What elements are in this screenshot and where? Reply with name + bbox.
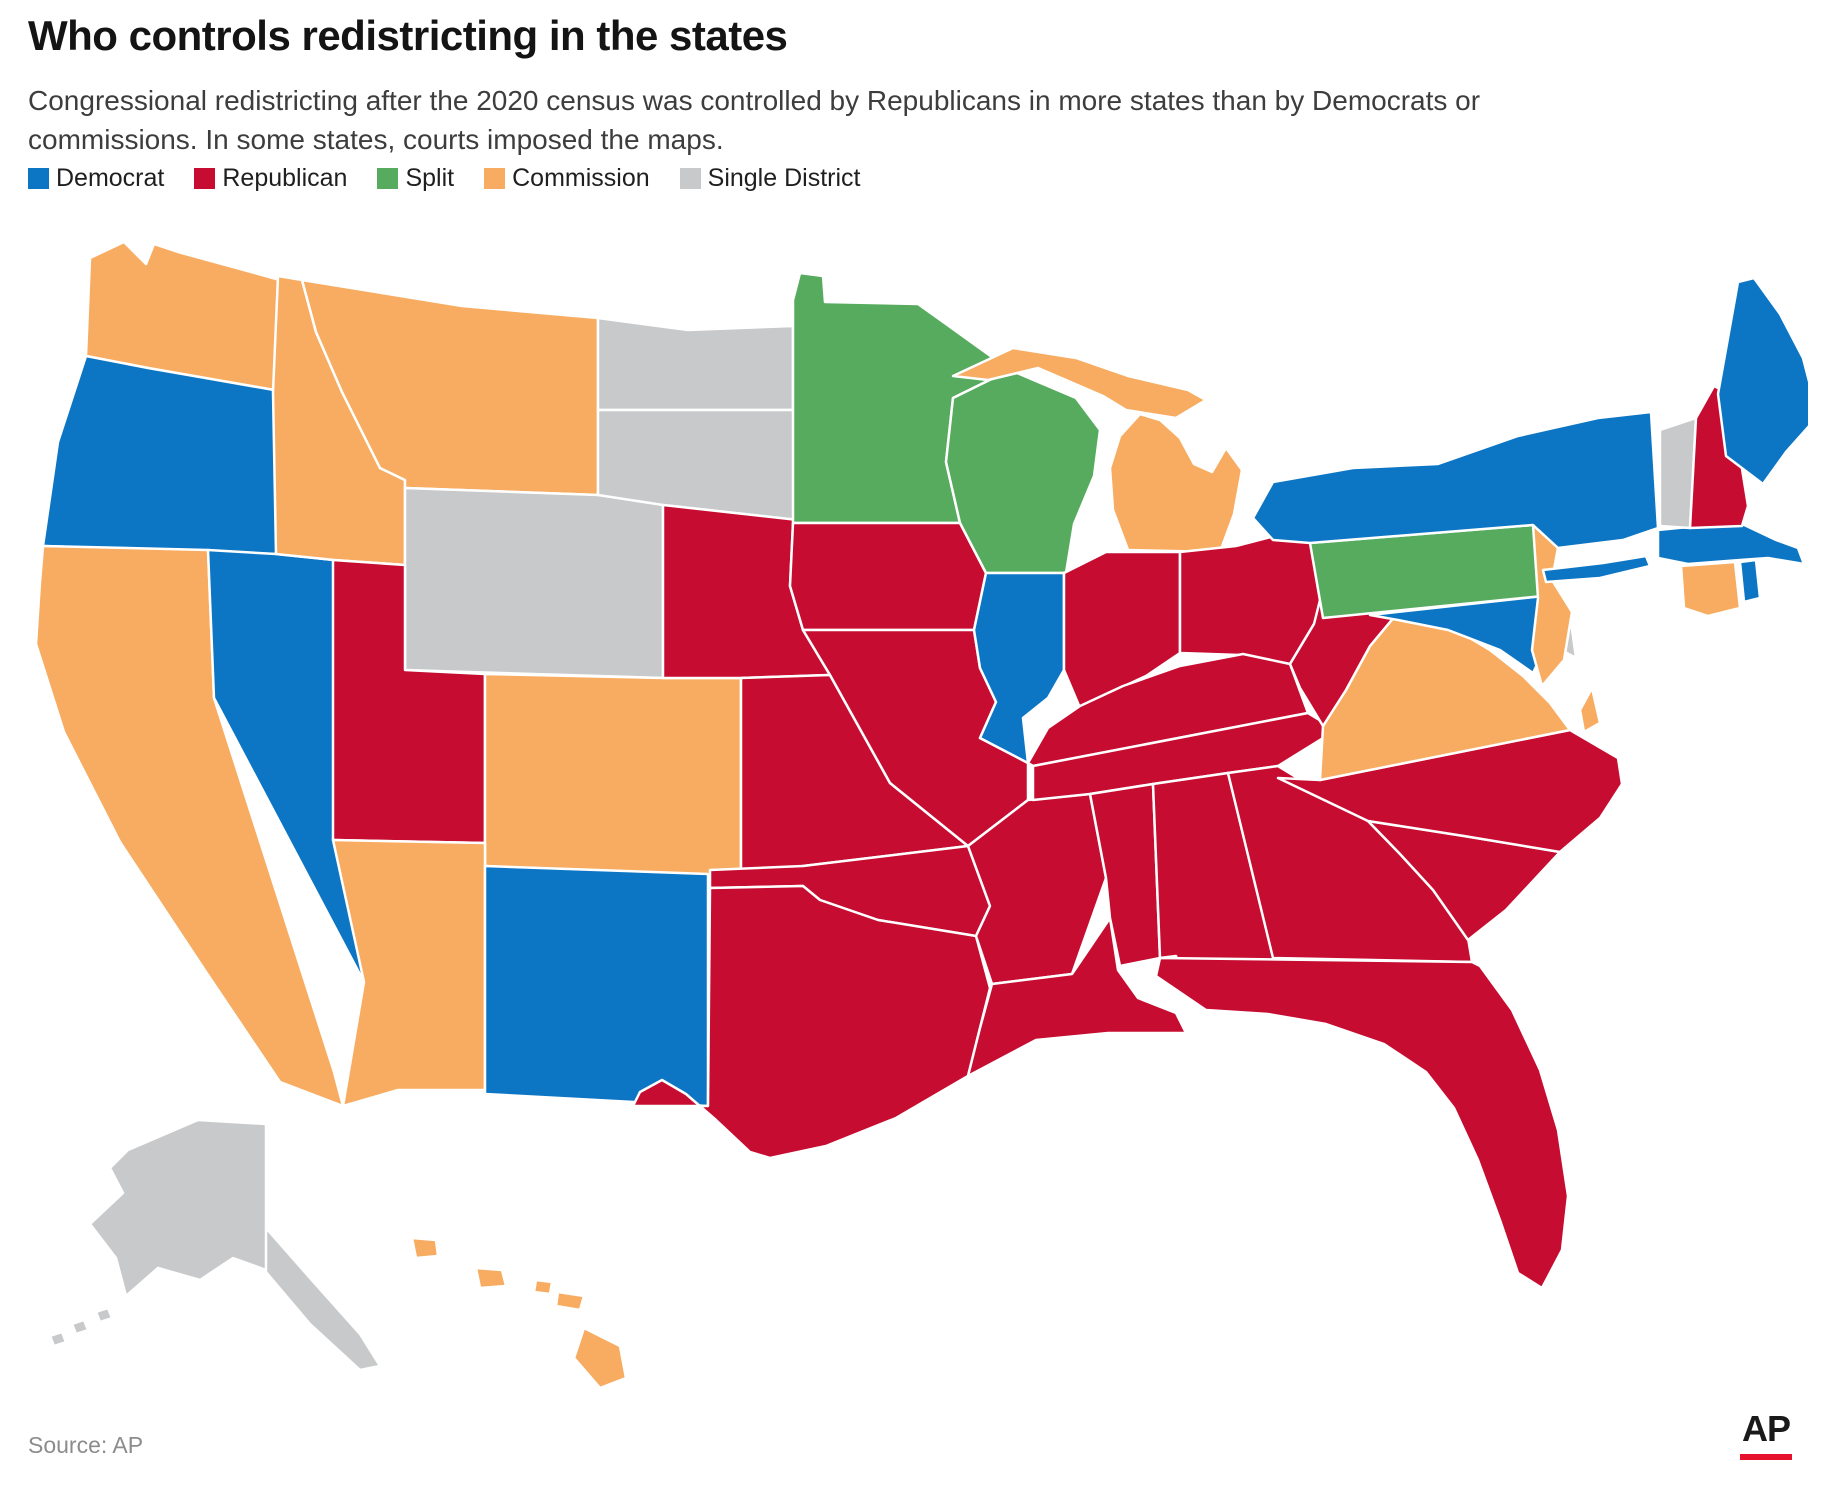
state-texas [631,884,992,1160]
legend-label: Commission [512,164,650,192]
state-new-york [1251,410,1660,584]
state-maine [1716,276,1808,486]
state-new-mexico [483,864,710,1108]
state-indiana [1062,550,1182,710]
source-credit: Source: AP [28,1432,144,1458]
state-louisiana [966,916,1188,1078]
state-alaska [48,1118,382,1372]
subtitle: Congressional redistricting after the 20… [28,85,1481,155]
legend-label: Republican [222,164,348,192]
state-michigan [951,346,1244,554]
state-arizona [331,838,487,1108]
state-connecticut [1679,560,1742,618]
page-title: Who controls redistricting in the states [28,12,788,59]
republican-swatch-icon [194,168,216,189]
ap-logo-text: AP [1741,1408,1791,1449]
state-colorado [483,672,743,880]
state-north-carolina [1276,728,1624,854]
democrat-swatch-icon [28,168,49,189]
legend-item-democrat: Democrat [28,164,164,193]
state-massachusetts [1656,520,1806,566]
legend-item-single-district: Single District [679,164,861,193]
legend-label: Single District [707,164,861,192]
legend-item-republican: Republican [194,164,347,193]
us-map-svg [34,240,1808,1390]
state-rhode-island [1738,558,1762,604]
legend-label: Democrat [56,164,165,192]
ap-logo: AP [1740,1408,1792,1460]
ap-logo-underline [1740,1454,1792,1460]
state-florida [1154,956,1570,1290]
legend-item-commission: Commission [484,164,650,193]
state-iowa [788,521,988,632]
legend: Democrat Republican Split Commission Sin… [28,164,1788,193]
us-choropleth-map [28,218,1808,1433]
single-district-swatch-icon [679,168,701,189]
legend-item-split: Split [377,164,454,193]
state-new-jersey [1530,523,1574,688]
state-wisconsin [944,368,1102,575]
split-swatch-icon [377,168,399,189]
state-wyoming [403,486,665,680]
state-montana [300,278,600,497]
state-hawaii [410,1236,628,1390]
state-north-dakota [596,316,795,412]
legend-label: Split [405,164,455,192]
commission-swatch-icon [484,168,506,189]
